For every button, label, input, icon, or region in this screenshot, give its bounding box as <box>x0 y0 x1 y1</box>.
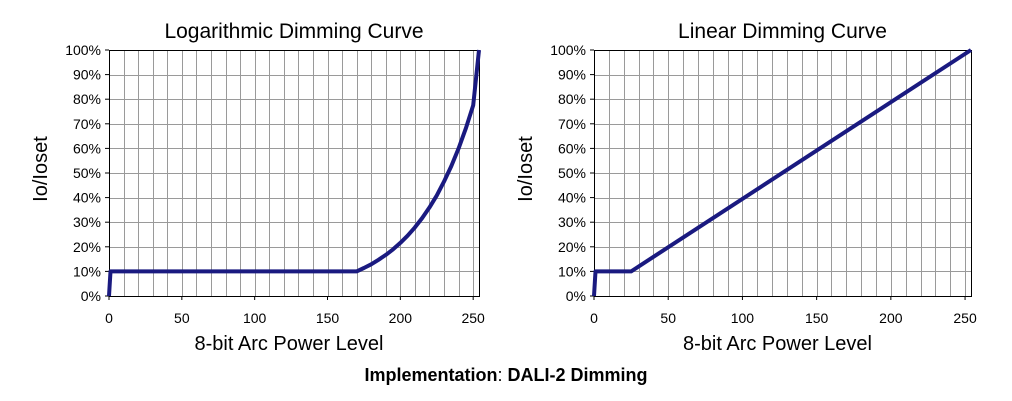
y-tick-label: 100% <box>550 42 586 58</box>
x-tick-label: 50 <box>660 310 676 326</box>
x-tick-label: 0 <box>590 310 598 326</box>
y-tick-label: 40% <box>558 190 586 206</box>
y-tick-label: 100% <box>65 42 101 58</box>
x-tick-label: 100 <box>731 310 755 326</box>
y-tick-label: 70% <box>73 116 101 132</box>
series-line <box>592 48 973 297</box>
y-tick-label: 30% <box>73 214 101 230</box>
y-tick-label: 60% <box>73 140 101 156</box>
y-axis-label: Io/Ioset <box>30 136 52 202</box>
grid <box>594 50 971 296</box>
grid <box>109 50 479 296</box>
y-tick-label: 80% <box>73 91 101 107</box>
chart-2: 0 50 100 150 200 250 0% 10% 20% 30% 40% 50% 60% 70% 80… <box>515 20 977 355</box>
x-axis-label: 8-bit Arc Power Level <box>195 333 384 355</box>
x-tick-label: 100 <box>243 310 267 326</box>
x-tick-label: 250 <box>461 310 485 326</box>
y-tick-label: 10% <box>558 263 586 279</box>
y-tick-label: 80% <box>558 91 586 107</box>
chart-1: 0 50 100 150 200 250 0% 10% 20% 30% 40% 50% 60% 70% 80… <box>30 20 485 355</box>
y-tick-label: 0% <box>81 288 101 304</box>
y-tick-label: 10% <box>73 263 101 279</box>
x-tick-label: 50 <box>174 310 190 326</box>
figure-caption: Implementation: DALI-2 Dimming <box>0 365 1012 386</box>
y-tick-label: 60% <box>558 140 586 156</box>
chart-title: Logarithmic Dimming Curve <box>164 20 423 43</box>
y-tick-label: 90% <box>558 67 586 83</box>
x-tick-label: 0 <box>105 310 113 326</box>
plot-frame <box>109 50 480 297</box>
y-tick-label: 40% <box>73 190 101 206</box>
x-tick-label: 200 <box>879 310 903 326</box>
plot-frame <box>594 50 972 297</box>
x-tick-label: 250 <box>953 310 977 326</box>
y-tick-label: 90% <box>73 67 101 83</box>
x-tick-label: 200 <box>389 310 413 326</box>
caption-rest: DALI-2 Dimming <box>507 365 648 385</box>
caption-separator: : <box>497 365 508 385</box>
x-tick-label: 150 <box>805 310 829 326</box>
series-line <box>107 49 481 297</box>
x-axis-label: 8-bit Arc Power Level <box>683 333 872 355</box>
y-tick-label: 70% <box>558 116 586 132</box>
y-tick-label: 30% <box>558 214 586 230</box>
y-axis-label: Io/Ioset <box>515 136 537 202</box>
y-tick-label: 50% <box>558 165 586 181</box>
y-tick-label: 20% <box>558 239 586 255</box>
y-tick-label: 20% <box>73 239 101 255</box>
dimming-curves-figure: 0 50 100 150 200 250 0% 10% 20% 30% 40% 50% 60% 70% 80… <box>30 20 977 355</box>
x-tick-label: 150 <box>316 310 340 326</box>
chart-title: Linear Dimming Curve <box>678 20 887 43</box>
y-tick-label: 0% <box>566 288 586 304</box>
caption-emphasis: Implementation <box>364 365 498 385</box>
y-tick-label: 50% <box>73 165 101 181</box>
